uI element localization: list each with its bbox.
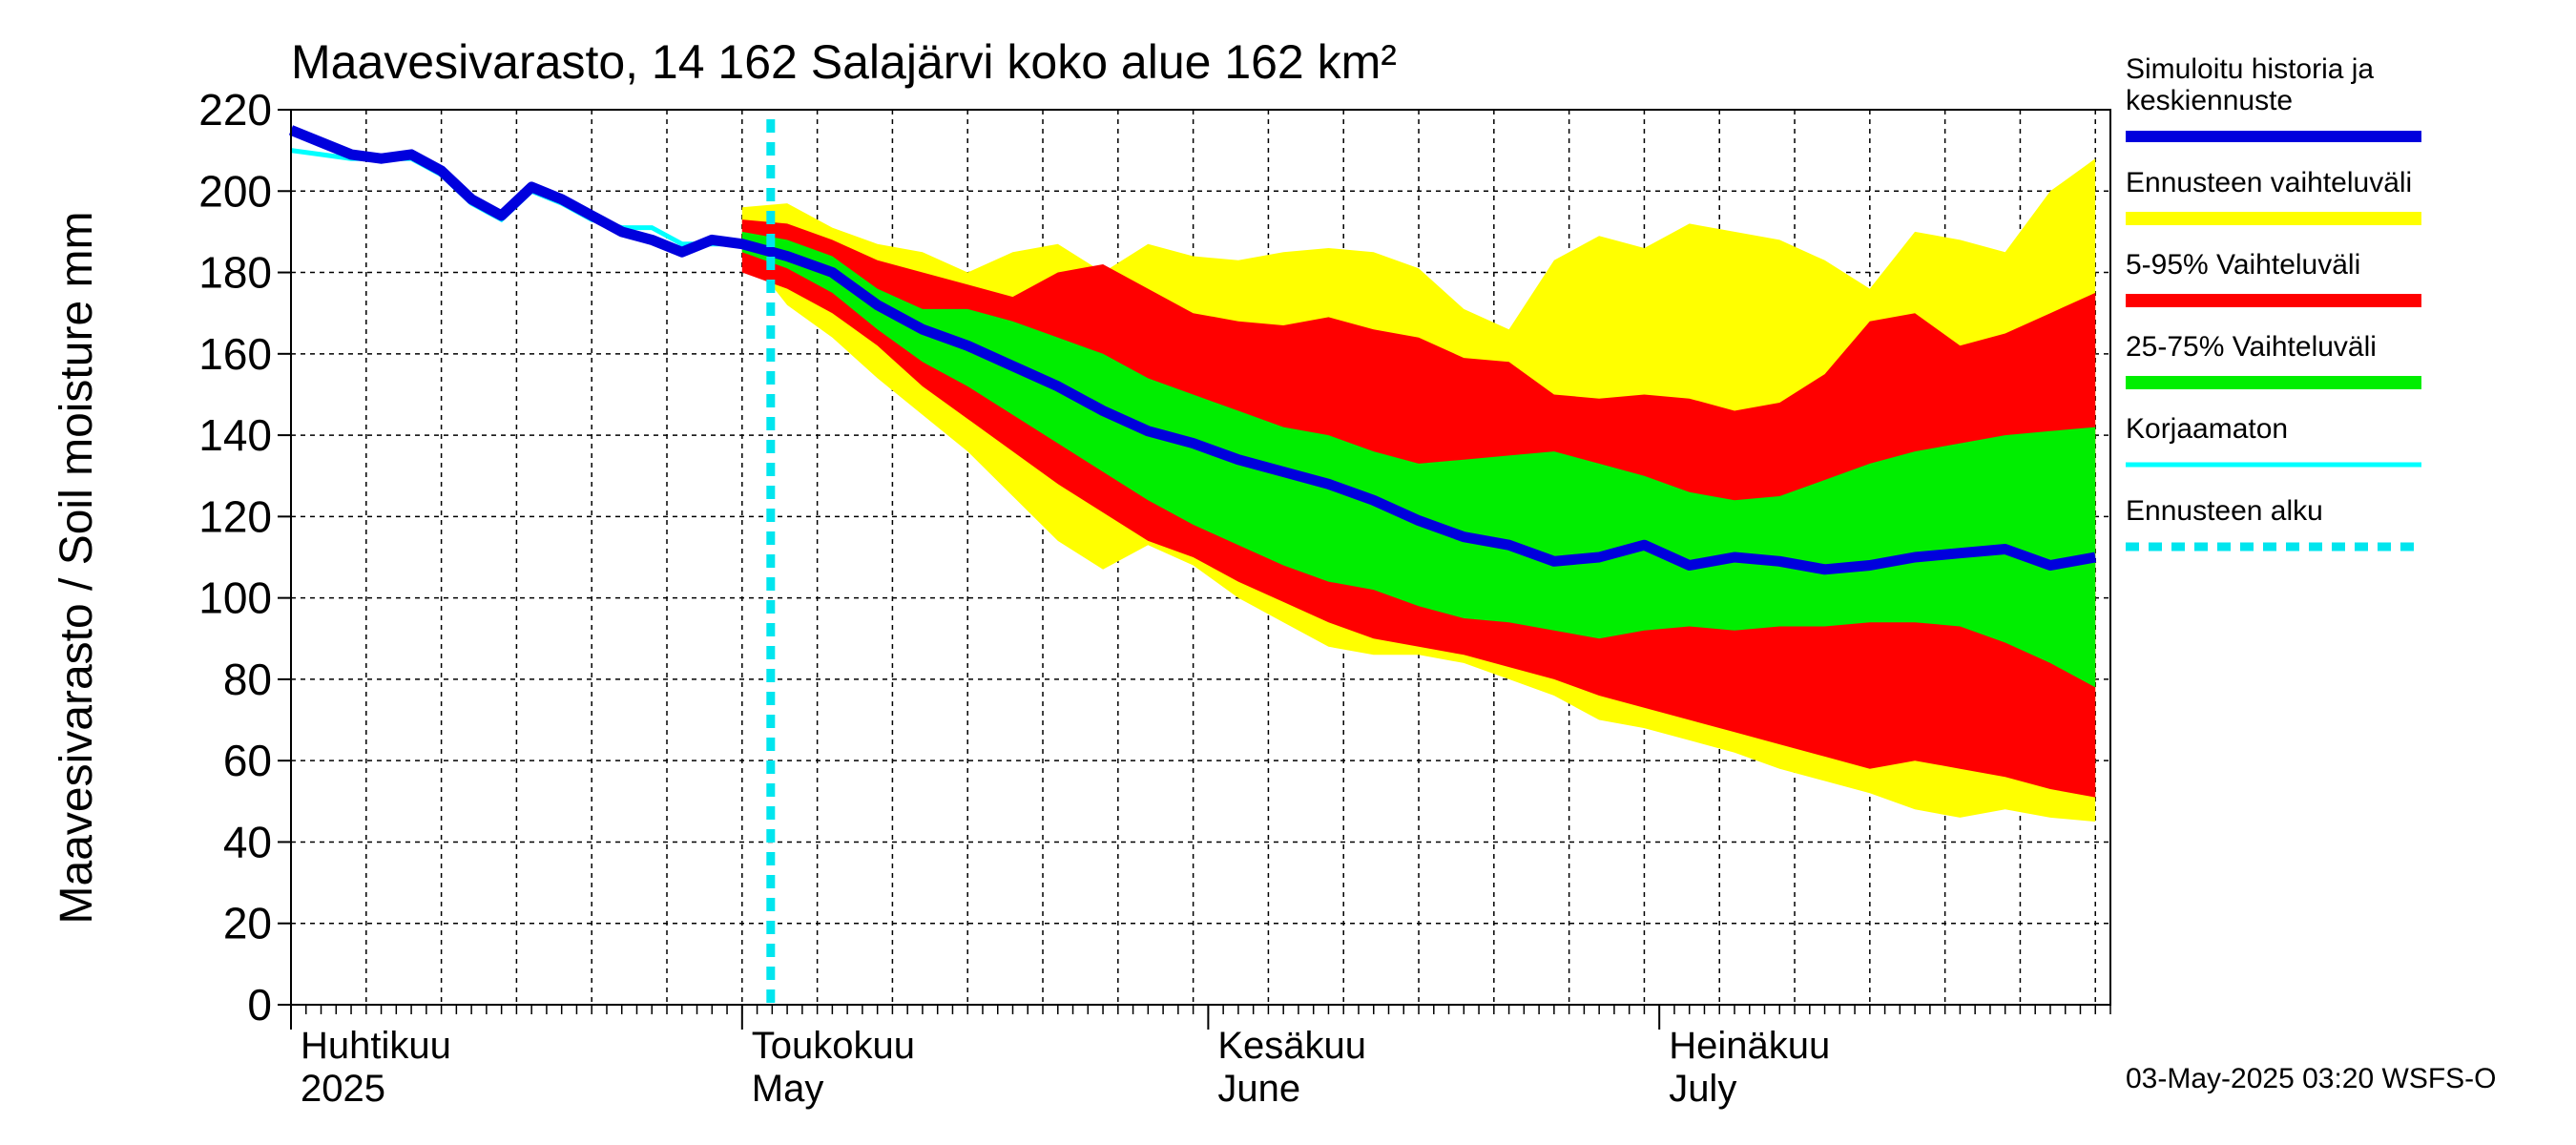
month-label: Huhtikuu — [301, 1025, 451, 1067]
history-median-line — [288, 125, 2097, 575]
y-axis-label: Maavesivarasto / Soil moisture mm — [52, 212, 102, 925]
chart-title: Maavesivarasto, 14 162 Salajärvi koko al… — [291, 35, 1397, 89]
y-tick-label: 20 — [223, 899, 272, 948]
legend-label: Simuloitu historia ja — [2126, 53, 2374, 85]
month-sublabel: May — [752, 1068, 824, 1110]
y-tick-label: 100 — [198, 573, 272, 623]
legend-label: 25-75% Vaihteluväli — [2126, 331, 2377, 363]
legend-label: Ennusteen alku — [2126, 495, 2323, 527]
y-tick-label: 200 — [198, 166, 272, 216]
y-tick-label: 80 — [223, 655, 272, 704]
y-tick-label: 140 — [198, 410, 272, 460]
legend-label: Korjaamaton — [2126, 413, 2288, 445]
month-label: Kesäkuu — [1217, 1025, 1366, 1067]
footer-timestamp: 03-May-2025 03:20 WSFS-O — [2126, 1063, 2497, 1094]
legend-swatch — [2126, 376, 2421, 389]
legend-label: keskiennuste — [2126, 85, 2293, 116]
y-tick-label: 180 — [198, 248, 272, 298]
y-axis: 0 20 40 60 80 100 120 140 160 180 200 220 — [198, 85, 291, 1030]
legend-swatch — [2126, 294, 2421, 307]
month-sublabel: 2025 — [301, 1068, 385, 1110]
plot-frame — [290, 109, 2111, 1006]
month-sublabel: July — [1669, 1068, 1736, 1110]
y-tick-label: 120 — [198, 491, 272, 541]
y-tick-label: 160 — [198, 329, 272, 379]
p25-75-band — [741, 231, 2096, 688]
forecast-bands — [741, 158, 2096, 822]
y-tick-label: 40 — [223, 817, 272, 866]
y-tick-label: 220 — [198, 85, 272, 135]
legend-label: 5-95% Vaihteluväli — [2126, 249, 2360, 281]
month-sublabel: June — [1217, 1068, 1300, 1110]
y-tick-label: 0 — [247, 980, 272, 1030]
legend-swatch — [2126, 212, 2421, 225]
month-label: Toukokuu — [752, 1025, 915, 1067]
y-tick-label: 60 — [223, 736, 272, 785]
month-label: Heinäkuu — [1669, 1025, 1830, 1067]
legend-label: Ennusteen vaihteluväli — [2126, 167, 2412, 198]
